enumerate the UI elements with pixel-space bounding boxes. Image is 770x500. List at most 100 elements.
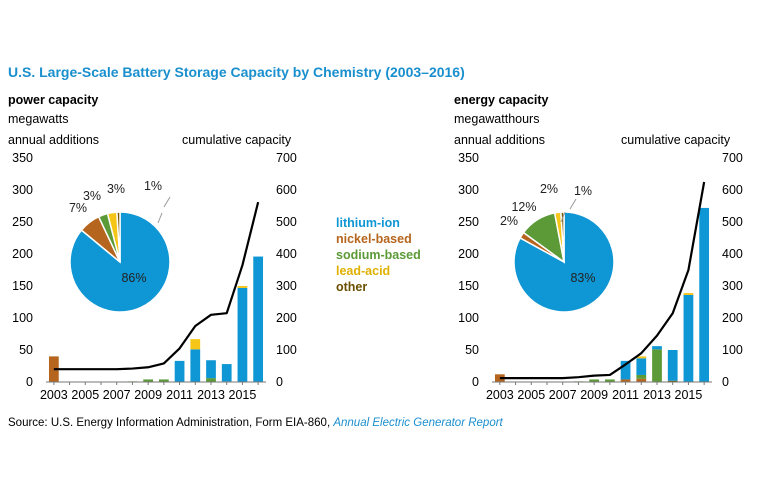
- power-ytick-50: 50: [19, 343, 33, 357]
- energy-bar-lead-acid-2012: [636, 356, 647, 359]
- energy-xtick-2007: 2007: [549, 388, 577, 402]
- power-y2tick-0: 0: [276, 375, 283, 389]
- legend-item-other: other: [336, 280, 368, 294]
- left-right-axis-label: cumulative capacity: [182, 133, 292, 147]
- power-bar-lithium-ion-2016: [253, 256, 264, 382]
- right-panel-unit: megawatthours: [454, 112, 540, 126]
- power-pie-slice-other: [116, 211, 121, 263]
- power-bar-sodium-based-2010: [158, 379, 169, 382]
- chart-title: U.S. Large-Scale Battery Storage Capacit…: [8, 64, 465, 80]
- power-ytick-350: 350: [12, 151, 33, 165]
- energy-bar-nickel-based-2011: [620, 379, 631, 382]
- energy-y2tick-0: 0: [722, 375, 729, 389]
- energy-bar-lead-acid-2015: [683, 293, 694, 295]
- power-ytick-200: 200: [12, 247, 33, 261]
- power-bar-lead-acid-2015: [237, 286, 248, 288]
- power-xtick-2005: 2005: [71, 388, 99, 402]
- energy-xtick-2011: 2011: [612, 388, 639, 402]
- energy-bar-nickel-based-2012: [636, 378, 647, 382]
- power-xtick-2015: 2015: [229, 388, 257, 402]
- power-ytick-150: 150: [12, 279, 33, 293]
- source-link[interactable]: Annual Electric Generator Report: [333, 417, 503, 429]
- power-xtick-2013: 2013: [197, 388, 225, 402]
- power-pie-label-lead-acid: 3%: [107, 182, 125, 196]
- power-ytick-100: 100: [12, 311, 33, 325]
- energy-ytick-250: 250: [458, 215, 479, 229]
- energy-y2tick-200: 200: [722, 311, 743, 325]
- energy-ytick-300: 300: [458, 183, 479, 197]
- power-pie-label-nickel-based: 7%: [69, 201, 87, 215]
- energy-ytick-150: 150: [458, 279, 479, 293]
- source-text: Source: U.S. Energy Information Administ…: [8, 417, 334, 429]
- power-y2tick-200: 200: [276, 311, 297, 325]
- power-bar-sodium-based-2013: [206, 378, 216, 382]
- source-note: Source: U.S. Energy Information Administ…: [8, 417, 503, 429]
- energy-bar-lithium-ion-2014: [667, 350, 678, 381]
- energy-y2tick-100: 100: [722, 343, 743, 357]
- power-pie-label-sodium-based: 3%: [83, 189, 101, 203]
- power-ytick-300: 300: [12, 183, 33, 197]
- power-bar-lithium-ion-2013: [206, 360, 216, 379]
- energy-ytick-100: 100: [458, 311, 479, 325]
- power-bar-lithium-ion-2012: [190, 349, 201, 382]
- energy-xtick-2015: 2015: [675, 388, 703, 402]
- energy-pie-slice-other: [560, 211, 565, 263]
- energy-ytick-50: 50: [465, 343, 479, 357]
- power-pie-leader-1: [163, 196, 171, 208]
- right-left-axis-label: annual additions: [454, 133, 546, 147]
- power-ytick-0: 0: [26, 375, 33, 389]
- power-bar-lithium-ion-2014: [221, 364, 232, 382]
- energy-y2tick-600: 600: [722, 183, 743, 197]
- energy-xtick-2003: 2003: [486, 388, 514, 402]
- energy-xtick-2009: 2009: [580, 388, 608, 402]
- power-y2tick-300: 300: [276, 279, 297, 293]
- power-xtick-2003: 2003: [40, 388, 68, 402]
- power-y2tick-400: 400: [276, 247, 297, 261]
- legend-item-sodium-based: sodium-based: [336, 248, 421, 262]
- energy-pie-label-other: 1%: [574, 184, 592, 198]
- energy-pie-leader-1: [569, 198, 577, 210]
- legend-item-lithium-ion: lithium-ion: [336, 216, 400, 230]
- power-bar-lead-acid-2012: [190, 339, 201, 350]
- energy-bar-other-2014: [667, 380, 678, 382]
- energy-bar-sodium-based-2010: [604, 379, 615, 382]
- energy-pie-label-sodium-based: 12%: [511, 200, 536, 214]
- energy-bar-lithium-ion-2012: [636, 358, 647, 375]
- power-y2tick-700: 700: [276, 151, 297, 165]
- power-xtick-2011: 2011: [166, 388, 193, 402]
- energy-cumulative-line: [499, 181, 706, 380]
- power-y2tick-600: 600: [276, 183, 297, 197]
- power-xtick-2009: 2009: [134, 388, 162, 402]
- power-ytick-250: 250: [12, 215, 33, 229]
- energy-bar-sodium-based-2012: [636, 374, 647, 379]
- power-bar-nickel-based-2003: [48, 356, 59, 382]
- power-cumulative-line: [53, 201, 260, 371]
- energy-bar-lithium-ion-2011: [620, 360, 631, 380]
- energy-bar-sodium-based-2009: [589, 379, 600, 382]
- energy-y2tick-500: 500: [722, 215, 743, 229]
- legend-item-lead-acid: lead-acid: [336, 264, 391, 278]
- energy-pie-label-nickel-based: 2%: [500, 214, 518, 228]
- energy-bar-lithium-ion-2013: [652, 346, 662, 350]
- power-bar-sodium-based-2009: [143, 379, 154, 382]
- power-xtick-2007: 2007: [103, 388, 131, 402]
- energy-bar-lithium-ion-2015: [683, 294, 694, 382]
- energy-xtick-2005: 2005: [517, 388, 545, 402]
- energy-pie-leader-0: [560, 211, 566, 223]
- energy-bar-lithium-ion-2016: [699, 207, 710, 382]
- legend-item-nickel-based: nickel-based: [336, 232, 412, 246]
- legend: lithium-ion nickel-based sodium-based le…: [336, 215, 421, 295]
- left-panel-title: power capacity: [8, 93, 99, 107]
- power-bar-lithium-ion-2011: [174, 360, 185, 382]
- energy-xtick-2013: 2013: [643, 388, 671, 402]
- energy-bar-sodium-based-2013: [652, 349, 662, 382]
- energy-y2tick-400: 400: [722, 247, 743, 261]
- left-panel-unit: megawatts: [8, 112, 69, 126]
- power-pie-label-lithium-ion: 86%: [121, 271, 146, 285]
- energy-y2tick-300: 300: [722, 279, 743, 293]
- power-y2tick-100: 100: [276, 343, 297, 357]
- power-pie-label-other: 1%: [144, 179, 162, 193]
- left-left-axis-label: annual additions: [8, 133, 100, 147]
- energy-y2tick-700: 700: [722, 151, 743, 165]
